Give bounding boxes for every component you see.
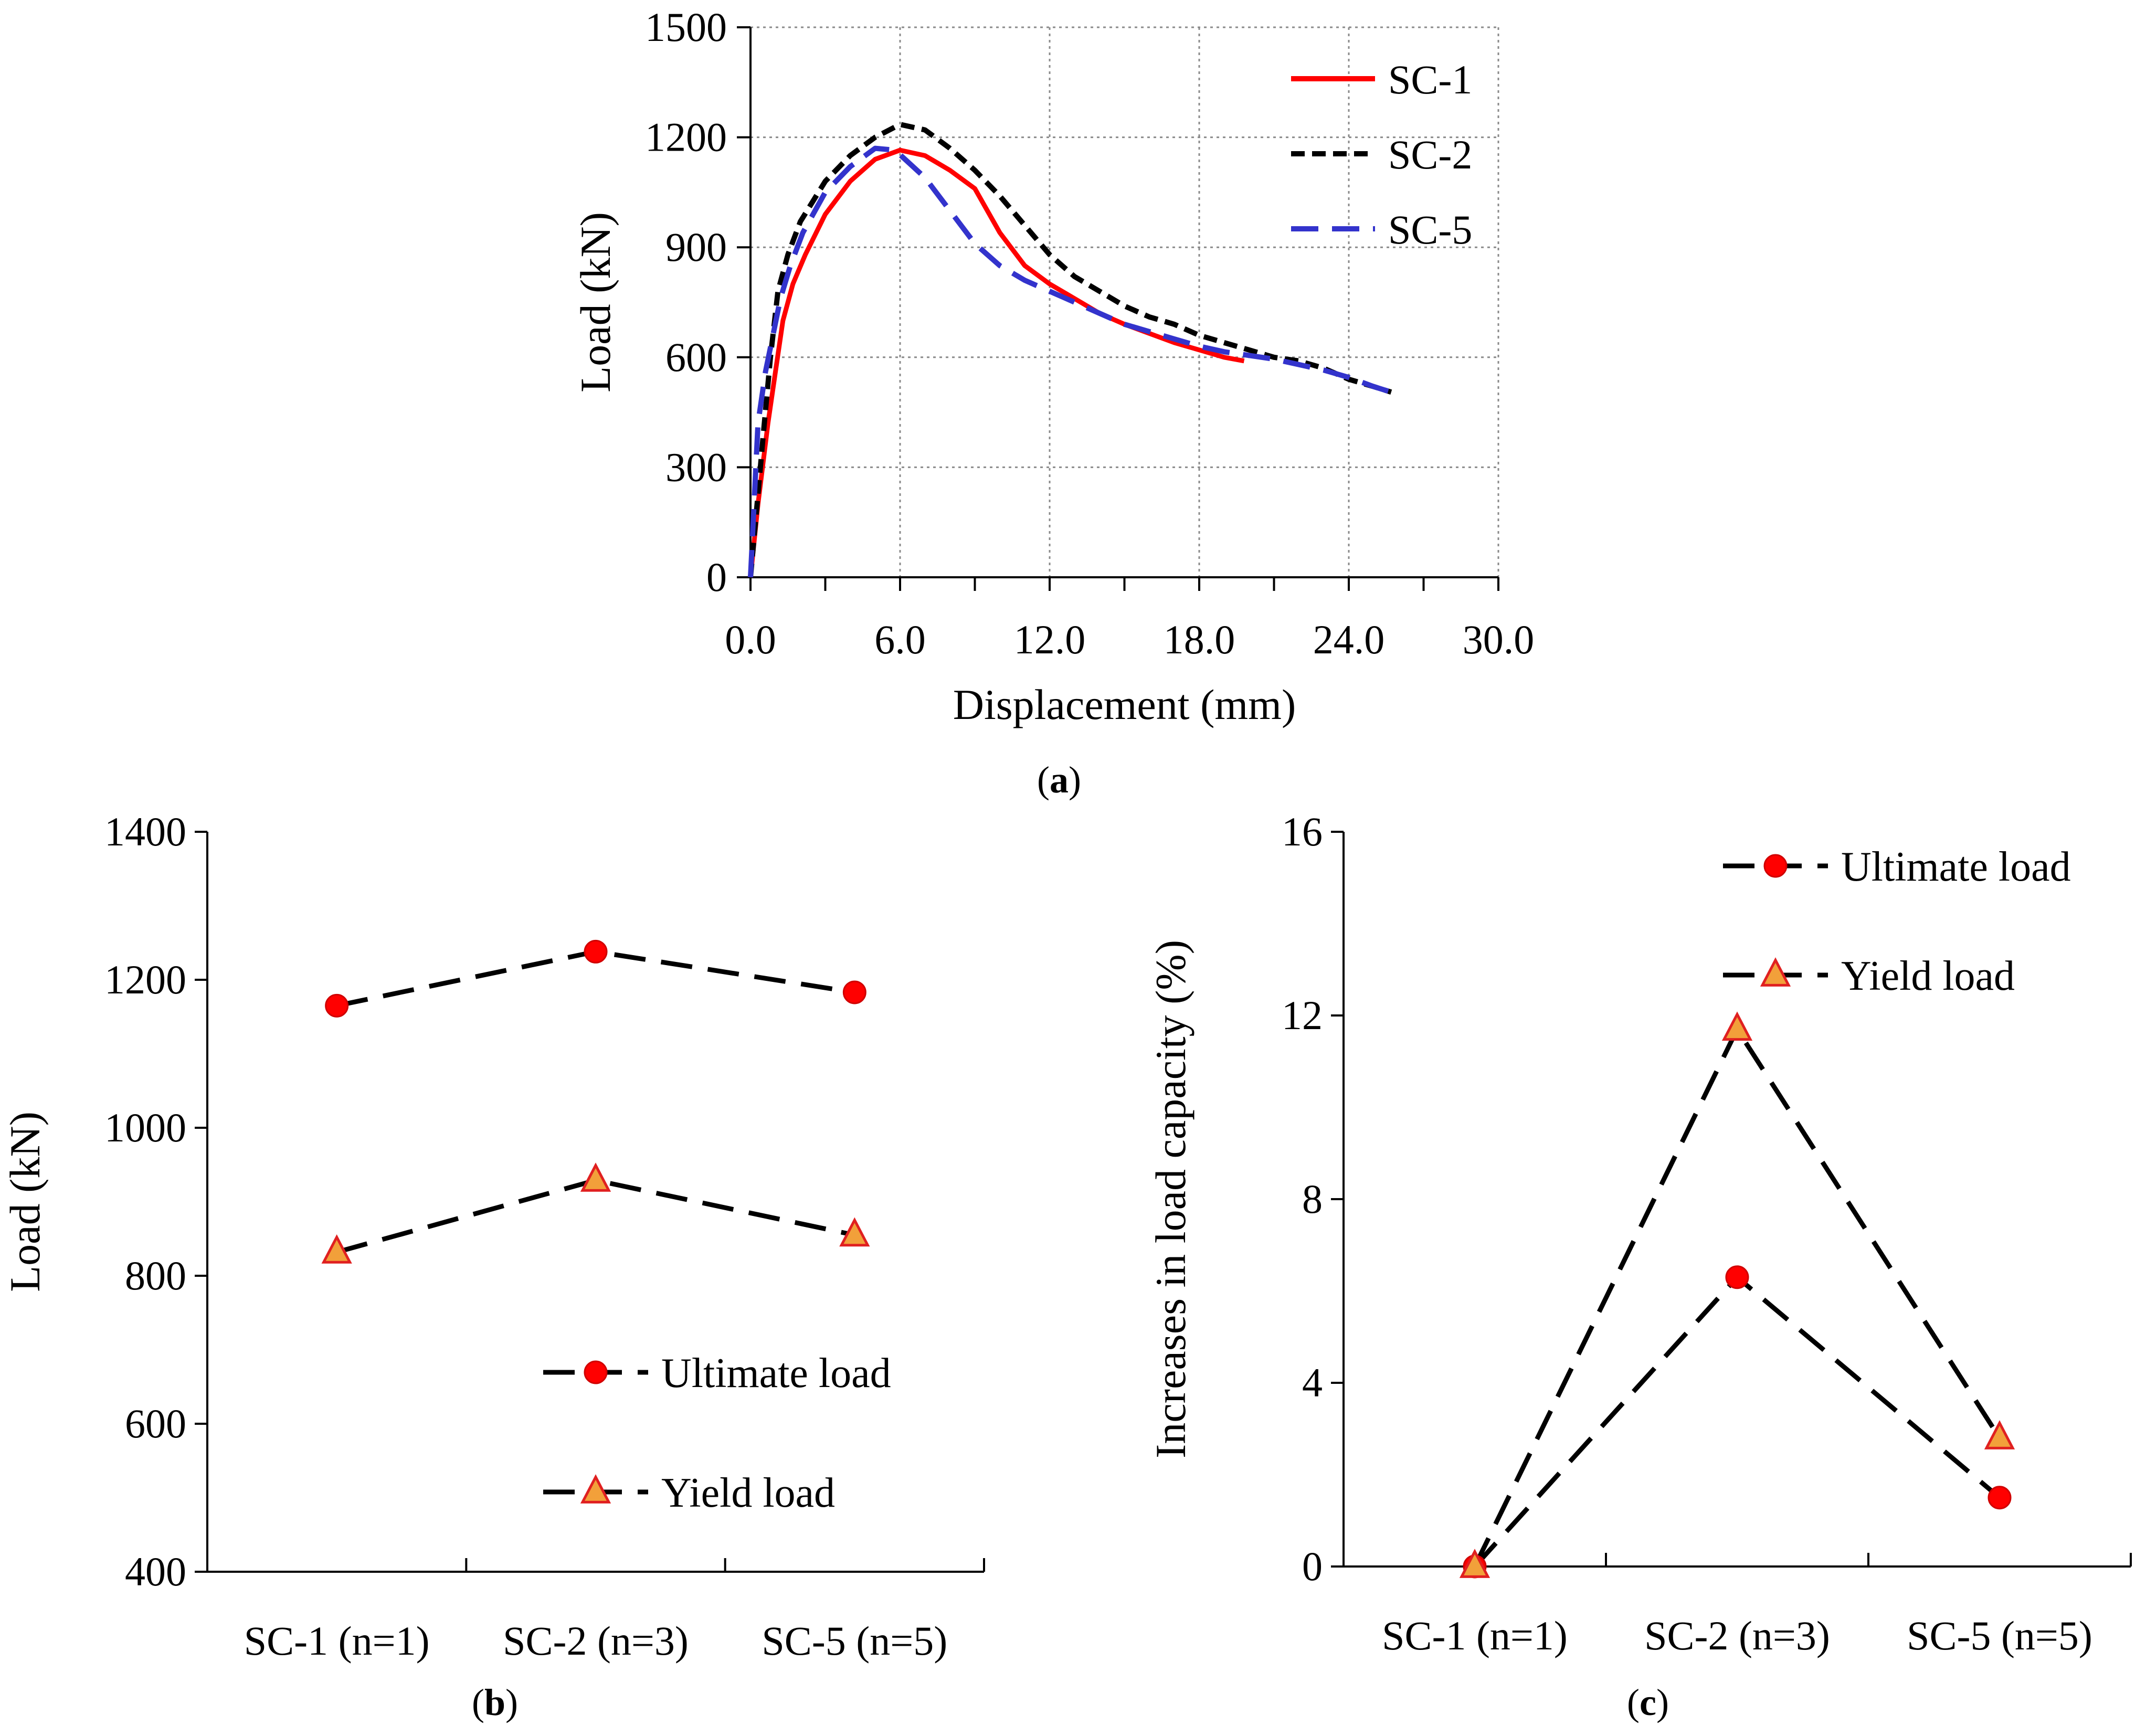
- legend-label: SC-1: [1388, 57, 1472, 102]
- y-tick-label: 600: [125, 1401, 186, 1446]
- data-point-yield: [1721, 1011, 1753, 1041]
- series-line-circle: [1473, 1274, 2001, 1569]
- x-axis-title: Displacement (mm): [953, 681, 1296, 728]
- x-tick-label: 6.0: [874, 617, 926, 662]
- data-point-yield: [321, 1234, 352, 1264]
- series-line-sc-1: [748, 147, 1245, 578]
- x-category-label: SC-5 (n=5): [762, 1618, 947, 1664]
- x-category-label: SC-2 (n=3): [1644, 1613, 1830, 1658]
- legend-marker-circle: [1763, 854, 1788, 878]
- panel-a-load-displacement-chart: 0.0 6.0 12.0 18.0 24.0 30.0 0 300 600 900 1200 1500…: [572, 4, 1534, 801]
- data-point-ultimate: [584, 939, 608, 964]
- y-tick-label: 1200: [645, 114, 727, 160]
- legend-label: Ultimate load: [1841, 844, 2071, 890]
- data-point-yield: [1459, 1549, 1490, 1578]
- y-tick-label: 400: [125, 1549, 186, 1594]
- panel-c-increase-chart: 0 4 8 12 16 SC-1 (n=1) SC-2 (n=3) SC-5 (n=5) Inc…: [1147, 809, 2132, 1723]
- legend-label: Ultimate load: [661, 1350, 891, 1396]
- y-tick-label: 900: [665, 224, 727, 270]
- data-point-yield: [839, 1217, 870, 1247]
- y-tick-label: 4: [1302, 1360, 1323, 1405]
- legend-label: SC-2: [1388, 132, 1472, 177]
- x-category-label: SC-1 (n=1): [244, 1618, 430, 1664]
- y-axis-title: Increases in load capacity (%): [1147, 940, 1194, 1458]
- y-tick-label: 0: [1302, 1543, 1323, 1589]
- data-point-ultimate: [1988, 1486, 2012, 1510]
- data-point-yield: [580, 1162, 611, 1192]
- data-point-ultimate: [842, 980, 866, 1004]
- legend-marker-triangle: [1760, 957, 1791, 987]
- data-point-ultimate: [1725, 1265, 1749, 1289]
- x-tick-label: 0.0: [725, 617, 776, 662]
- x-category-label: SC-1 (n=1): [1382, 1613, 1568, 1658]
- y-tick-label: 12: [1282, 992, 1323, 1038]
- data-point-ultimate: [325, 993, 349, 1018]
- series-line-triangle: [336, 1178, 855, 1255]
- panel-label-a: (a): [1037, 759, 1081, 801]
- series-line-triangle: [1472, 1024, 2002, 1568]
- x-category-label: SC-5 (n=5): [1907, 1613, 2092, 1658]
- y-axis-title: Load (kN): [1, 1112, 49, 1292]
- data-point-yield: [1984, 1420, 2015, 1449]
- panel-b-load-chart: 400 600 800 1000 1200 1400 SC-1 (n=1) SC-2 (n=3…: [1, 809, 985, 1723]
- x-tick-label: 30.0: [1463, 617, 1535, 662]
- legend-label: SC-5: [1388, 207, 1472, 252]
- series-line-sc-5: [748, 145, 1392, 578]
- series-line-sc-2: [748, 122, 1392, 578]
- x-tick-label: 24.0: [1313, 617, 1385, 662]
- y-tick-label: 16: [1282, 809, 1323, 854]
- panel-label-c: (c): [1627, 1681, 1669, 1723]
- y-axis-title: Load (kN): [572, 212, 619, 393]
- y-tick-label: 600: [665, 334, 727, 380]
- legend-marker-circle: [584, 1360, 608, 1384]
- x-tick-label: 12.0: [1014, 617, 1086, 662]
- y-tick-label: 1000: [104, 1105, 186, 1150]
- legend-label: Yield load: [661, 1470, 835, 1516]
- x-tick-label: 18.0: [1164, 617, 1235, 662]
- legend-marker-triangle: [580, 1474, 611, 1504]
- y-tick-label: 800: [125, 1253, 186, 1298]
- y-tick-label: 8: [1302, 1176, 1323, 1222]
- y-tick-label: 1400: [104, 809, 186, 854]
- panel-label-b: (b): [472, 1681, 518, 1723]
- y-tick-label: 0: [706, 554, 727, 600]
- y-tick-label: 1500: [645, 4, 727, 50]
- x-category-label: SC-2 (n=3): [503, 1618, 689, 1664]
- y-tick-label: 300: [665, 444, 727, 490]
- y-tick-label: 1200: [104, 957, 186, 1002]
- legend-label: Yield load: [1841, 953, 2015, 999]
